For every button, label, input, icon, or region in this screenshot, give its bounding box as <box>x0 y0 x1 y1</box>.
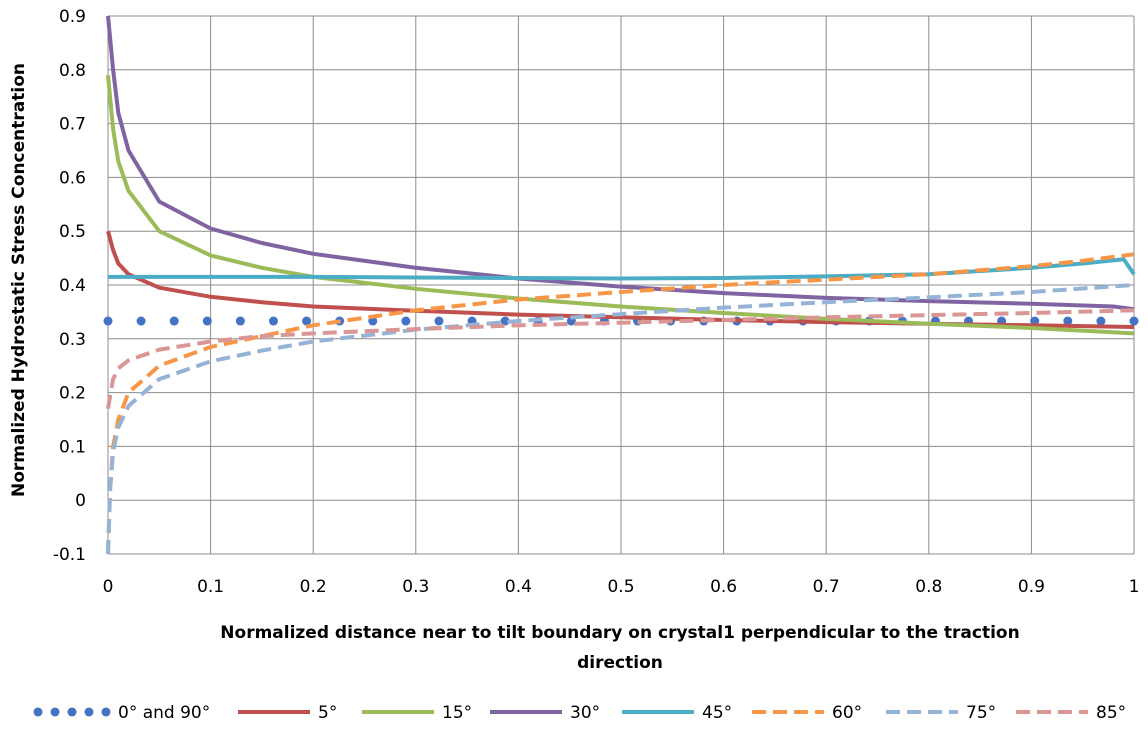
x-tick-label: 0.1 <box>197 577 224 597</box>
y-tick-label: 0.3 <box>59 330 86 350</box>
series-line-3 <box>106 15 1135 312</box>
legend-swatch-0 <box>84 707 94 717</box>
x-tick-label: 0.9 <box>1018 577 1045 597</box>
series-0-point <box>202 316 212 326</box>
series-line-5 <box>106 252 1135 555</box>
y-tick-label: 0.1 <box>59 437 86 457</box>
x-tick-label: 0.3 <box>402 577 429 597</box>
legend-swatch-0 <box>101 707 111 717</box>
series-0-point <box>136 316 146 326</box>
series-line-6 <box>106 283 1135 555</box>
y-tick-label: 0.8 <box>59 61 86 81</box>
x-axis-ticks: 0 0.1 0.2 0.3 0.4 0.5 0.6 0.7 0.8 0.9 1 <box>103 577 1140 597</box>
y-tick-label: 0.6 <box>59 168 86 188</box>
series-0-point <box>302 316 312 326</box>
x-tick-label: 0.7 <box>813 577 840 597</box>
series-line-4 <box>108 257 1136 281</box>
y-tick-label: -0.1 <box>53 545 86 565</box>
series-line-7 <box>106 308 1135 410</box>
series-line-2 <box>106 75 1135 336</box>
legend-swatch-0 <box>33 707 43 717</box>
x-tick-label: 0.2 <box>300 577 327 597</box>
x-tick-label: 0.8 <box>915 577 942 597</box>
legend-label-2: 15° <box>442 703 472 723</box>
series-0-point <box>434 316 444 326</box>
y-tick-label: 0 <box>75 491 86 511</box>
series-lines <box>103 15 1139 555</box>
y-tick-label: 0.2 <box>59 384 86 404</box>
y-tick-label: 0.7 <box>59 115 86 135</box>
legend-swatch-0 <box>67 707 77 717</box>
x-axis-label-line1: Normalized distance near to tilt boundar… <box>220 623 1019 643</box>
y-axis-label: Normalized Hydrostatic Stress Concentrat… <box>9 63 29 497</box>
x-tick-label: 0.6 <box>710 577 737 597</box>
series-0-point <box>500 316 510 326</box>
x-tick-label: 0 <box>103 577 114 597</box>
series-0-point <box>1063 316 1073 326</box>
legend-label-1: 5° <box>318 703 337 723</box>
y-tick-label: 0.4 <box>59 276 86 296</box>
legend-label-5: 60° <box>832 703 862 723</box>
legend: 0° and 90° 5° 15° 30° 45° 60° 75° 85° <box>33 703 1126 723</box>
series-0-point <box>1129 316 1139 326</box>
series-0-point <box>268 316 278 326</box>
series-0-point <box>103 316 113 326</box>
y-axis-ticks: -0.1 0 0.1 0.2 0.3 0.4 0.5 0.6 0.7 0.8 0.9 <box>53 7 86 565</box>
legend-swatch-0 <box>50 707 60 717</box>
series-0-point <box>235 316 245 326</box>
legend-label-4: 45° <box>702 703 732 723</box>
series-0-point <box>1096 316 1106 326</box>
series-0-point <box>1030 316 1040 326</box>
y-tick-label: 0.9 <box>59 7 86 27</box>
legend-label-3: 30° <box>570 703 600 723</box>
legend-label-7: 85° <box>1096 703 1126 723</box>
legend-label-0: 0° and 90° <box>118 703 210 723</box>
x-axis-label-line2: direction <box>577 653 663 673</box>
x-tick-label: 1 <box>1129 577 1140 597</box>
x-tick-label: 0.4 <box>505 577 532 597</box>
x-tick-label: 0.5 <box>607 577 634 597</box>
y-tick-label: 0.5 <box>59 222 86 242</box>
grid-lines <box>107 15 1135 555</box>
legend-label-6: 75° <box>966 703 996 723</box>
series-0-point <box>401 316 411 326</box>
series-0-point <box>169 316 179 326</box>
